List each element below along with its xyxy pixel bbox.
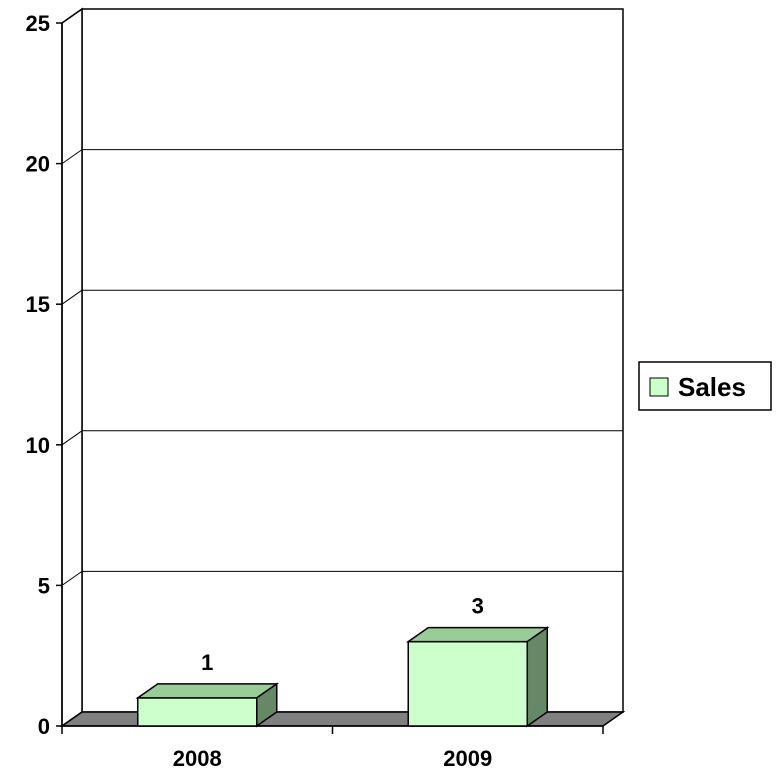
y-tick-label: 0	[38, 714, 50, 739]
bars	[135, 626, 550, 728]
gridline-side	[61, 570, 83, 586]
y-tick-label: 20	[26, 152, 50, 177]
x-axis-ticks: 2008 2009	[61, 726, 604, 771]
legend-label-sales: Sales	[678, 372, 746, 402]
y-tick-label: 5	[38, 573, 50, 598]
chart-walls	[61, 7, 624, 728]
y-tick-label: 15	[26, 292, 50, 317]
y-tick-label: 25	[26, 11, 50, 36]
y-tick-label: 10	[26, 433, 50, 458]
gridline-side	[61, 430, 83, 446]
gridline-side	[61, 149, 83, 165]
data-label: 1	[201, 650, 213, 675]
y-axis-ticks: 0 5 10 15 20 25	[26, 11, 62, 739]
back-wall	[81, 8, 624, 713]
data-labels: 13	[201, 594, 484, 675]
bar-2009	[405, 626, 550, 728]
bar-side	[256, 682, 278, 728]
legend-swatch-sales	[649, 377, 669, 397]
bar-2008	[135, 682, 280, 728]
bar-top	[135, 683, 280, 699]
gridline-side	[61, 8, 83, 24]
bar-top	[405, 626, 550, 643]
side-wall	[61, 7, 83, 728]
data-label: 3	[472, 594, 484, 619]
bar-side	[526, 626, 549, 728]
x-tick-label: 2009	[443, 746, 492, 771]
bar-front	[407, 640, 529, 727]
gridlines	[61, 8, 623, 586]
x-tick-label: 2008	[173, 746, 222, 771]
legend: Sales	[638, 361, 772, 411]
bar-front	[136, 697, 258, 727]
gridline-side	[61, 289, 83, 305]
